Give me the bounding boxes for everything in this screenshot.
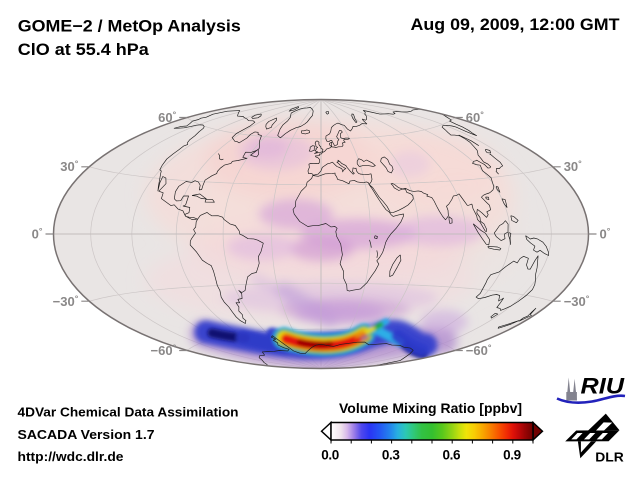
svg-text:30°: 30° <box>60 159 78 175</box>
svg-text:SACADA Version 1.7: SACADA Version 1.7 <box>18 427 155 442</box>
svg-text:−30°: −30° <box>564 293 590 309</box>
svg-text:0.9: 0.9 <box>503 447 521 462</box>
svg-text:−60°: −60° <box>466 343 492 359</box>
svg-text:4DVar Chemical Data Assimilati: 4DVar Chemical Data Assimilation <box>18 404 239 419</box>
svg-text:ClO at 55.4 hPa: ClO at 55.4 hPa <box>18 41 150 59</box>
svg-text:−30°: −30° <box>53 293 79 309</box>
svg-text:http://wdc.dlr.de: http://wdc.dlr.de <box>18 449 124 464</box>
svg-text:Aug 09, 2009, 12:00 GMT: Aug 09, 2009, 12:00 GMT <box>411 16 620 34</box>
svg-text:30°: 30° <box>564 159 582 175</box>
svg-text:0.3: 0.3 <box>382 447 400 462</box>
svg-text:0.0: 0.0 <box>321 447 339 462</box>
svg-text:60°: 60° <box>158 110 176 126</box>
svg-text:DLR: DLR <box>595 449 624 464</box>
svg-text:−60°: −60° <box>151 343 177 359</box>
svg-text:RIU: RIU <box>581 374 625 399</box>
svg-text:60°: 60° <box>466 110 484 126</box>
svg-text:0.6: 0.6 <box>443 447 461 462</box>
svg-text:Volume Mixing Ratio [ppbv]: Volume Mixing Ratio [ppbv] <box>339 401 522 416</box>
svg-text:0°: 0° <box>32 226 43 242</box>
svg-text:GOME−2 / MetOp Analysis: GOME−2 / MetOp Analysis <box>18 17 241 35</box>
svg-text:0°: 0° <box>600 226 611 242</box>
